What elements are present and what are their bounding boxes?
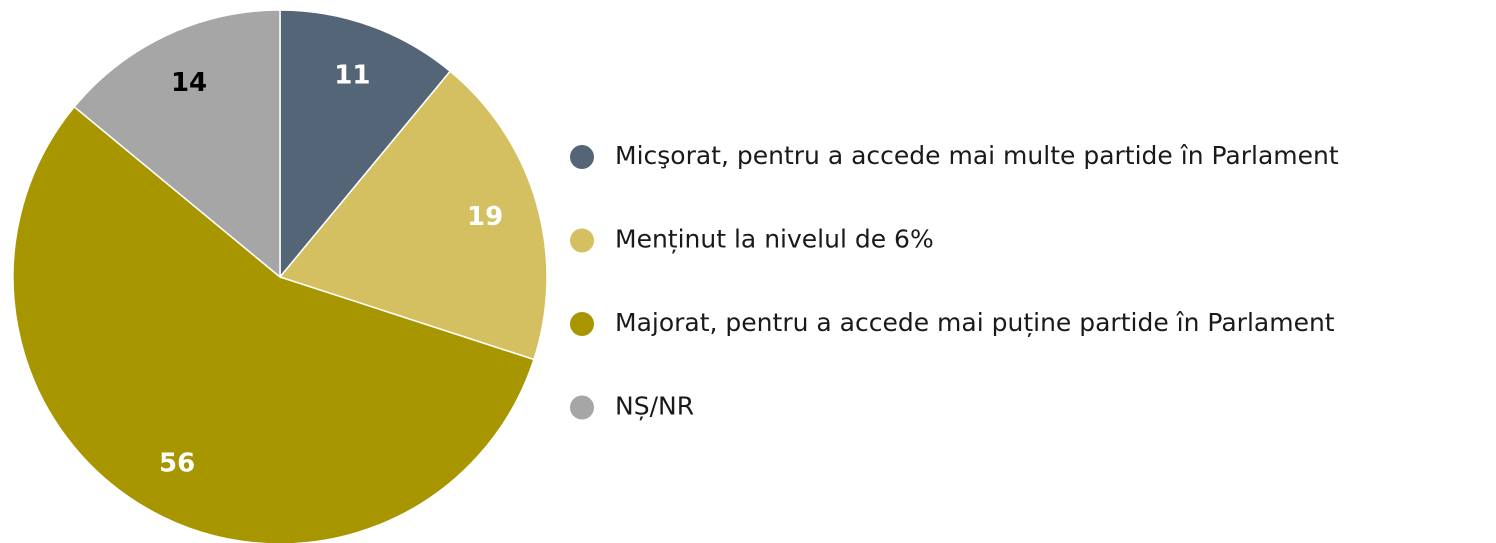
slice-label: 11 xyxy=(334,61,370,91)
legend-marker xyxy=(570,395,594,420)
slice-label: 56 xyxy=(159,449,195,479)
legend-label: Menținut la nivelul de 6% xyxy=(615,225,934,254)
legend-label: Majorat, pentru a accede mai puține part… xyxy=(615,308,1335,337)
legend-marker xyxy=(570,228,594,253)
legend-label: Micşorat, pentru a accede mai multe part… xyxy=(615,141,1339,170)
legend-marker xyxy=(570,312,594,336)
pie-slice xyxy=(12,105,535,543)
pie-slice xyxy=(278,70,548,361)
slice-label: 14 xyxy=(171,68,207,98)
legend-marker xyxy=(570,145,594,169)
pie-slice xyxy=(279,9,452,280)
pie-slice xyxy=(73,9,281,279)
legend-label: NȘ/NR xyxy=(615,392,694,421)
slice-label: 19 xyxy=(467,202,503,232)
